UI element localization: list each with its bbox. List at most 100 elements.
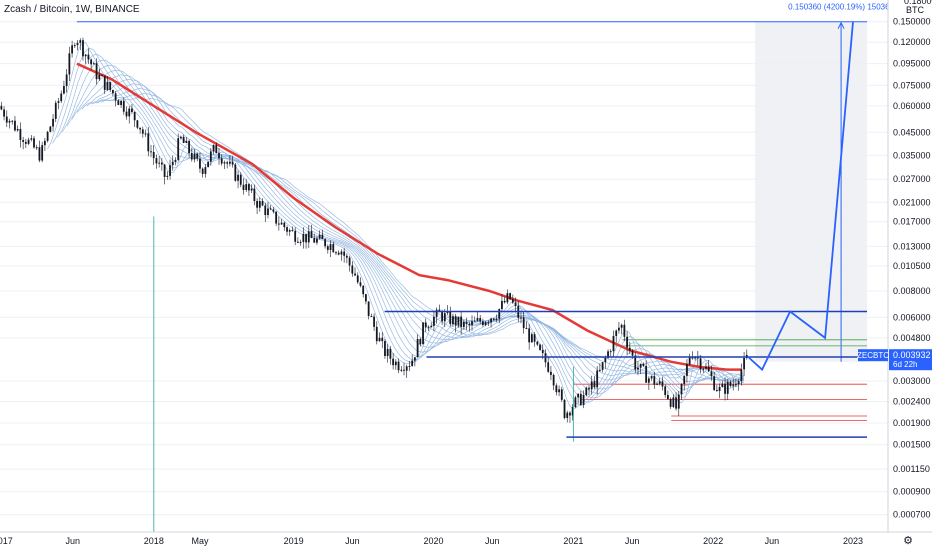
candle-body xyxy=(411,360,414,367)
candle-body xyxy=(694,357,697,359)
candle-body xyxy=(541,350,544,354)
time-tick-label: Jun xyxy=(485,536,500,546)
candle-body xyxy=(223,162,226,164)
price-tick-label: 0.006000 xyxy=(893,312,931,322)
candle-body xyxy=(362,285,365,295)
candle-body xyxy=(718,386,721,392)
candle-body xyxy=(443,313,446,322)
candle-body xyxy=(468,323,471,326)
candle-body xyxy=(33,138,35,148)
ribbon-ma-line xyxy=(61,59,744,399)
candle-body xyxy=(582,394,585,405)
candle-body xyxy=(408,366,411,368)
time-tick-label: Jun xyxy=(345,536,360,546)
candle-body xyxy=(683,375,686,384)
candle-body xyxy=(667,394,669,399)
candle-body xyxy=(359,282,362,286)
candle-body xyxy=(560,389,563,400)
candle-body xyxy=(528,328,531,343)
candle-body xyxy=(16,128,19,131)
candle-body xyxy=(92,63,95,65)
candle-body xyxy=(340,251,343,255)
ribbon-ma-line xyxy=(47,42,745,410)
candle-body xyxy=(620,324,623,328)
time-tick-label: Jun xyxy=(765,536,780,546)
price-tick-label: 0.003000 xyxy=(893,376,931,386)
candle-body xyxy=(392,358,395,366)
candle-body xyxy=(297,241,299,243)
candle-body xyxy=(525,328,528,330)
candle-body xyxy=(490,318,492,323)
candle-body xyxy=(664,386,667,395)
candle-body xyxy=(571,407,574,416)
candle-body xyxy=(577,393,580,398)
price-axis-top-label: 0.180000 xyxy=(904,0,932,6)
candle-body xyxy=(373,316,375,327)
time-tick-label: May xyxy=(191,536,209,546)
candle-body xyxy=(473,320,476,322)
candle-body xyxy=(150,151,152,153)
candle-body xyxy=(201,168,204,174)
candle-body xyxy=(280,222,283,225)
candle-body xyxy=(669,398,672,407)
candle-body xyxy=(182,136,185,143)
candle-body xyxy=(65,74,68,87)
candle-body xyxy=(427,327,430,329)
candle-body xyxy=(642,363,645,366)
candle-body xyxy=(588,387,590,390)
measure-label: 0.150360 (4200.19%) 150360 xyxy=(788,3,894,12)
candle-body xyxy=(19,128,22,141)
candle-body xyxy=(471,321,473,326)
price-tick-label: 0.008000 xyxy=(893,286,931,296)
candle-body xyxy=(248,184,250,191)
candle-body xyxy=(128,108,131,117)
price-tag-value: 0.003932 xyxy=(893,350,931,360)
candle-body xyxy=(22,140,25,142)
candle-body xyxy=(647,378,650,383)
candle-body xyxy=(302,234,305,242)
candle-body xyxy=(631,350,634,356)
price-tick-label: 0.095000 xyxy=(893,59,931,69)
candle-body xyxy=(71,45,73,54)
candle-body xyxy=(305,234,307,243)
candle-body xyxy=(394,361,397,366)
candle-body xyxy=(495,318,498,320)
candle-body xyxy=(454,316,457,326)
candle-body xyxy=(381,337,384,342)
candle-body xyxy=(650,376,653,379)
candle-body xyxy=(122,100,125,112)
candle-body xyxy=(707,366,710,372)
candle-body xyxy=(8,120,11,123)
candle-body xyxy=(579,393,582,405)
candle-body xyxy=(196,153,199,159)
candle-body xyxy=(112,90,114,94)
symbol-tag xyxy=(858,349,888,362)
candle-body xyxy=(190,153,193,160)
candle-body xyxy=(307,231,310,243)
time-tick-label: 2018 xyxy=(144,536,164,546)
candle-body xyxy=(258,201,261,208)
candle-body xyxy=(607,351,609,358)
candle-body xyxy=(286,227,288,232)
settings-gear-icon[interactable]: ⚙ xyxy=(903,535,913,547)
price-axis-unit: BTC xyxy=(906,5,925,15)
candle-body xyxy=(452,316,454,325)
candle-body xyxy=(566,412,569,418)
candle-body xyxy=(612,335,615,352)
candle-body xyxy=(174,159,177,162)
candle-body xyxy=(272,209,275,212)
candle-body xyxy=(253,188,256,202)
candle-body xyxy=(378,337,381,342)
candle-body xyxy=(38,147,41,161)
price-tick-label: 0.045000 xyxy=(893,127,931,137)
time-tick-label: 2023 xyxy=(843,536,863,546)
time-tick-label: Jun xyxy=(65,536,80,546)
candle-body xyxy=(563,399,566,418)
candle-body xyxy=(367,301,370,316)
price-tick-label: 0.001500 xyxy=(893,440,931,450)
candle-body xyxy=(653,376,656,385)
candle-body xyxy=(95,63,98,80)
candle-body xyxy=(141,129,144,134)
candle-body xyxy=(590,381,593,390)
